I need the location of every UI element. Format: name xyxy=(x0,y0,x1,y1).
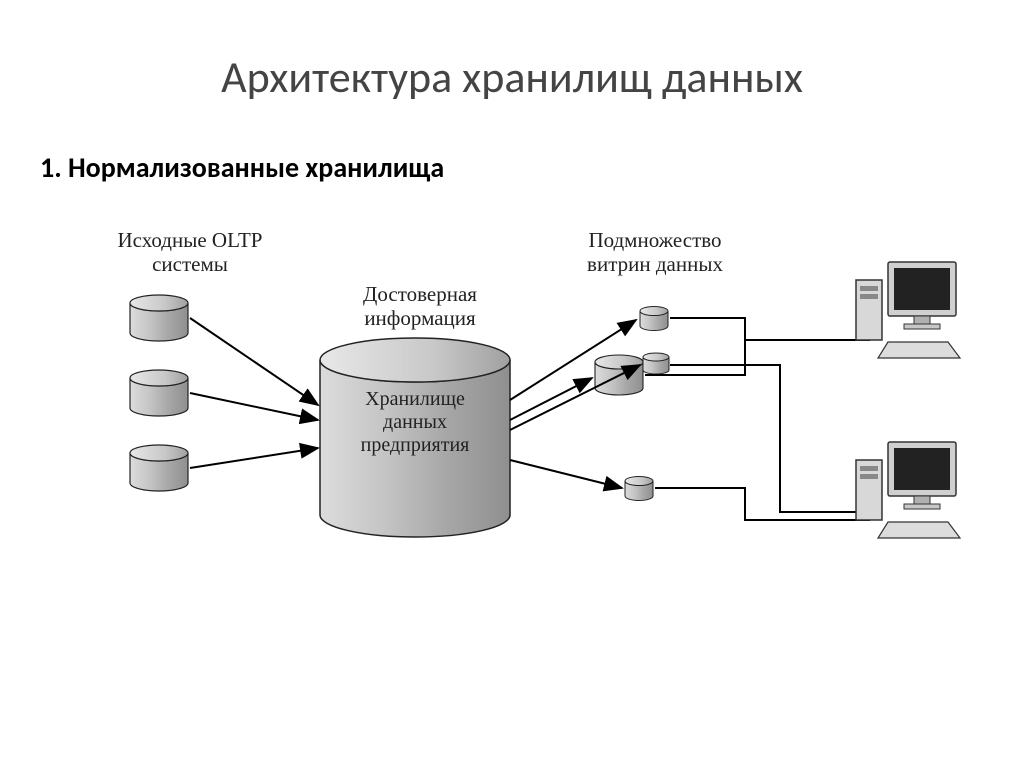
pc-icon-1 xyxy=(856,262,960,358)
arrow xyxy=(510,460,622,488)
mart-cylinder-small-3 xyxy=(625,477,653,501)
mart-cylinder-small-2 xyxy=(643,353,669,374)
label-warehouse: Хранилищеданныхпредприятия xyxy=(330,388,500,457)
diagram-svg xyxy=(0,0,1024,767)
arrow xyxy=(190,318,318,405)
pc-icon-2 xyxy=(856,442,960,538)
mart-cylinder-small-1 xyxy=(640,307,668,331)
oltp-cylinder-2 xyxy=(130,370,188,416)
wire xyxy=(670,318,870,340)
arrow xyxy=(190,448,318,468)
oltp-cylinder-3 xyxy=(130,445,188,491)
arrow xyxy=(190,393,318,420)
oltp-cylinder-1 xyxy=(130,295,188,341)
arrow xyxy=(510,378,592,420)
wire xyxy=(655,488,870,520)
arrow xyxy=(510,365,640,430)
wire xyxy=(670,365,870,512)
